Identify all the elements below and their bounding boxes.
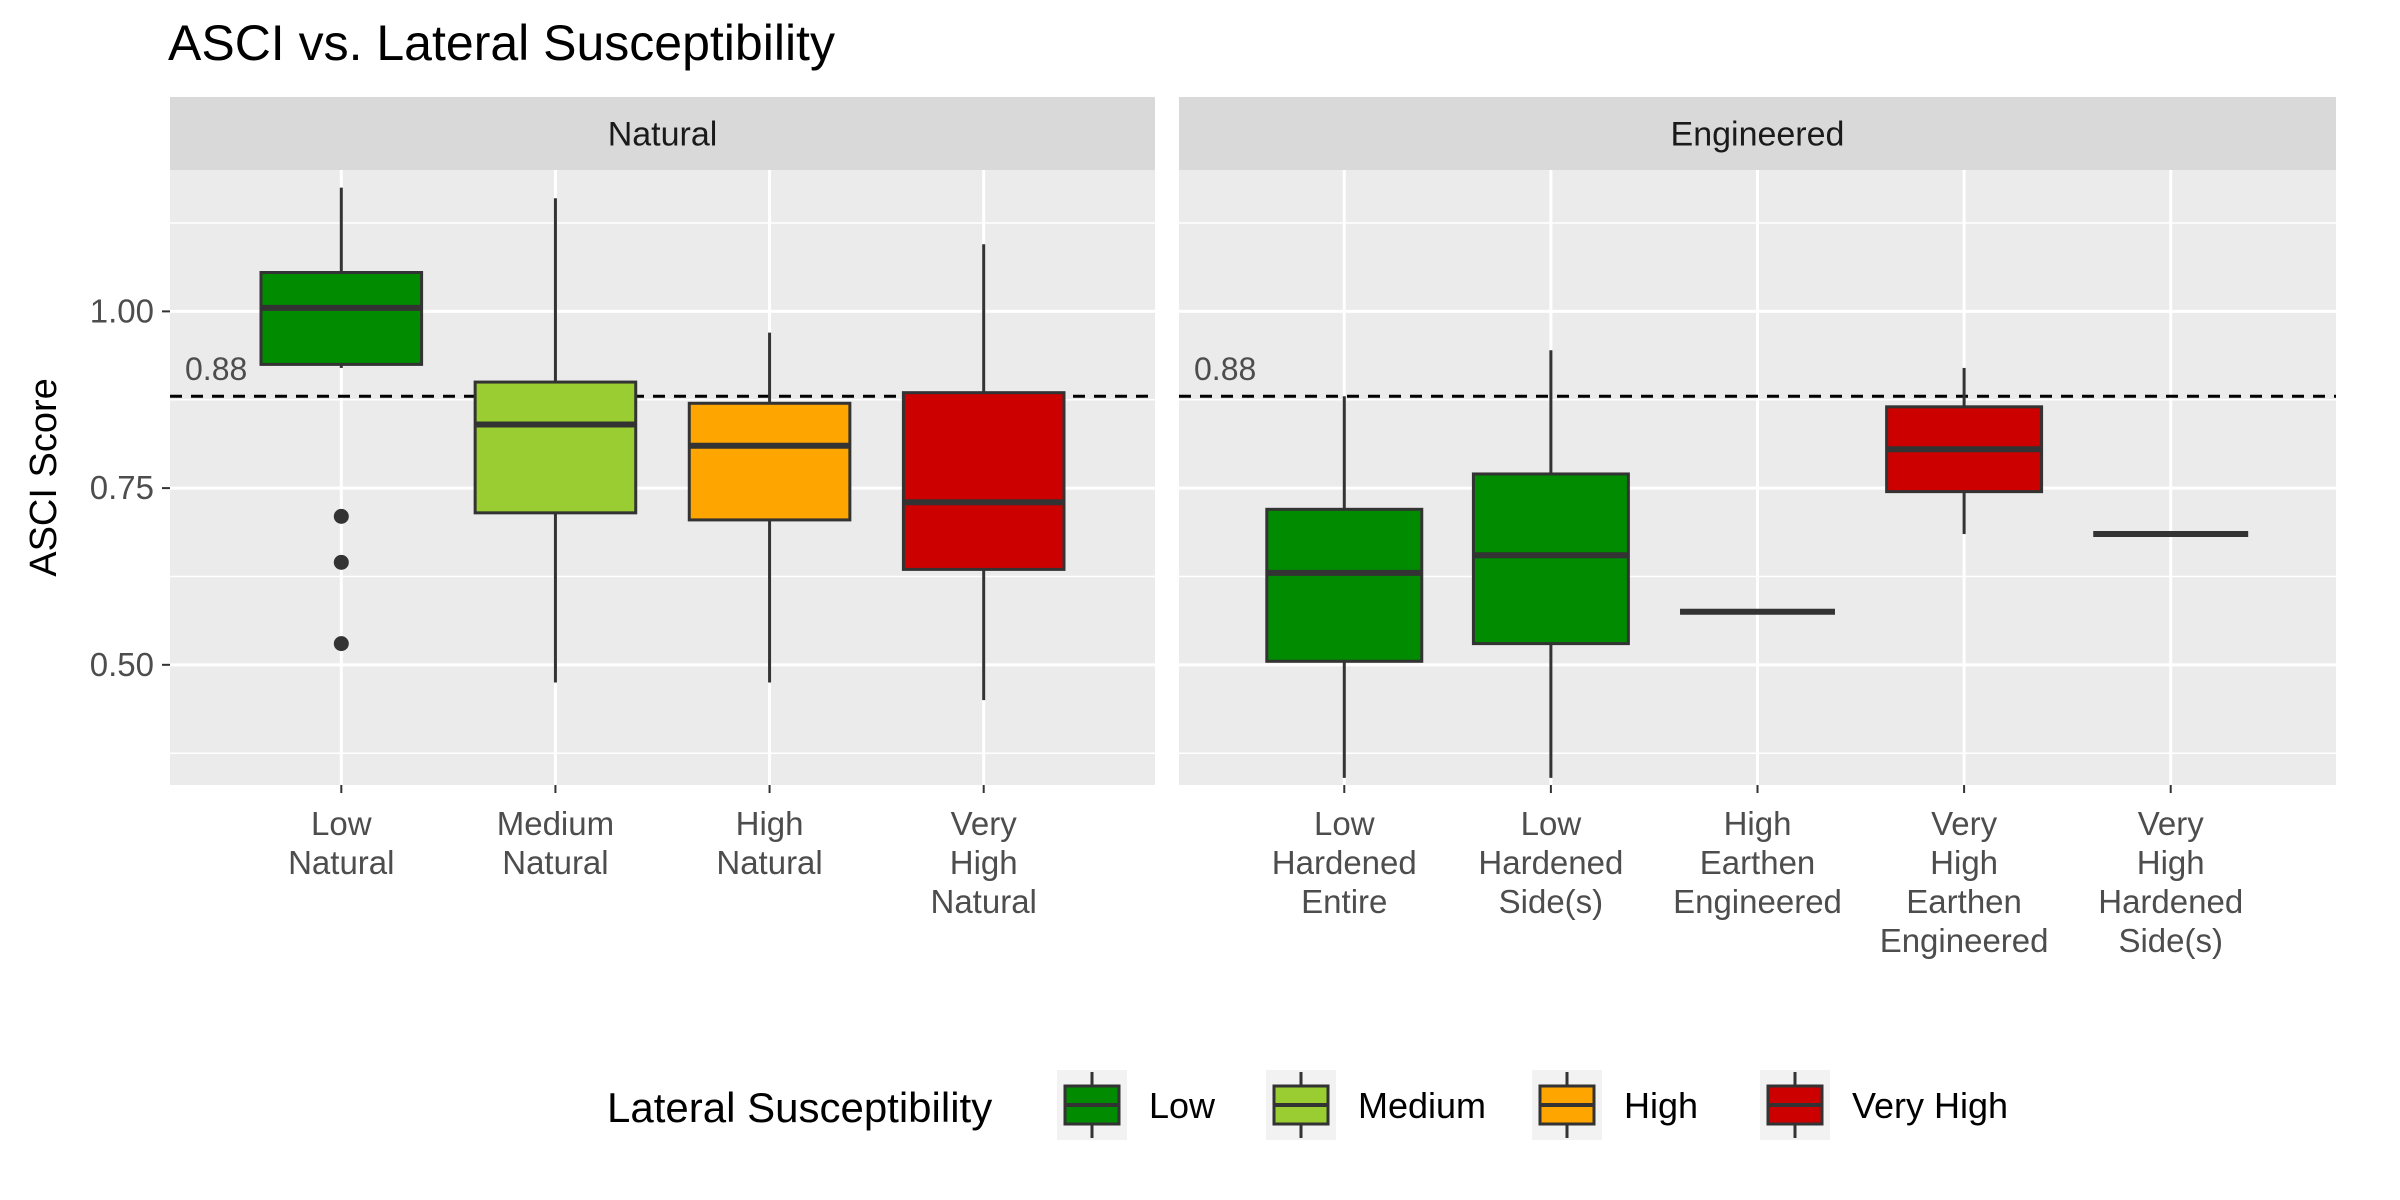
legend-item-low: Low [1057,1070,1216,1140]
x-tick-label-line: Hardened [1478,844,1623,881]
legend-label: Low [1149,1085,1216,1126]
x-tick-label: High Earthen Engineered [1673,805,1842,920]
box-body [1471,472,1630,646]
x-tick-label-line: Side(s) [1499,883,1604,920]
x-tick-label-line: Side(s) [2118,922,2223,959]
reference-line-label: 0.88 [185,351,247,387]
y-tick-label: 0.75 [90,469,154,506]
y-tick-label: 1.00 [90,292,154,329]
x-tick-label-line: Hardened [2098,883,2243,920]
legend-label: High [1624,1085,1698,1126]
x-tick-label-line: Low [1521,805,1582,842]
legend-label: Medium [1358,1085,1486,1126]
x-tick-label-line: Natural [288,844,394,881]
box-low-hardened-sides [1471,350,1630,778]
x-tick-label-line: High [1724,805,1792,842]
x-tick-label: Low Natural [288,805,394,881]
reference-line-label: 0.88 [1194,351,1256,387]
legend-item-high: High [1532,1070,1698,1140]
box-low-natural [259,187,424,652]
x-tick-label-line: High [736,805,804,842]
box-body [259,271,424,366]
x-tick-label: Medium Natural [497,805,614,881]
box-high-natural [687,332,852,683]
x-tick-label-line: Very [2138,805,2205,842]
box-body [473,380,638,515]
box-very-high-earthen-engineered [1885,367,2044,535]
x-tick-label-line: Natural [502,844,608,881]
x-tick-label-line: Very [951,805,1018,842]
legend-title: Lateral Susceptibility [607,1084,992,1131]
x-tick-label: Very High Hardened Side(s) [2098,805,2243,959]
facet-strip [170,97,1155,170]
x-tick-label-line: Hardened [1272,844,1417,881]
legend-item-medium: Medium [1266,1070,1486,1140]
box-low-hardened-entire [1265,396,1424,778]
outlier-point [333,636,349,652]
x-tick-label: High Natural [716,805,822,881]
outlier-point [333,508,349,524]
facet-strip-label: Engineered [1671,116,1845,154]
box-medium-natural [473,198,638,683]
x-tick-label-line: High [1930,844,1998,881]
legend-item-very-high: Very High [1760,1070,2008,1140]
box-very-high-natural [901,244,1066,701]
x-tick-label-line: Low [1314,805,1375,842]
facet-strip [1179,97,2336,170]
x-tick-label-line: Earthen [1906,883,2022,920]
x-tick-label-line: High [2137,844,2205,881]
x-tick-label-line: Low [311,805,372,842]
legend: Lateral Susceptibility Low Medium High Very … [607,1070,2008,1140]
legend-label: Very High [1852,1085,2008,1126]
x-tick-label-line: Engineered [1673,883,1842,920]
x-tick-label-line: Natural [931,883,1037,920]
x-tick-label-line: Engineered [1880,922,2049,959]
x-tick-label-line: High [950,844,1018,881]
outlier-point [333,554,349,570]
chart-title: ASCI vs. Lateral Susceptibility [168,15,835,71]
x-tick-label: Very High Natural [931,805,1037,920]
x-tick-label-line: Earthen [1700,844,1816,881]
x-tick-label: Very High Earthen Engineered [1880,805,2049,959]
x-tick-label: Low Hardened Entire [1272,805,1417,920]
y-tick-label: 0.50 [90,646,154,683]
x-tick-label-line: Medium [497,805,614,842]
box-body [1265,507,1424,663]
x-tick-label-line: Natural [716,844,822,881]
x-tick-label-line: Very [1931,805,1998,842]
facet-strip-label: Natural [608,116,718,154]
box-body [687,401,852,522]
x-tick-label: Low Hardened Side(s) [1478,805,1623,920]
y-axis-label: ASCI Score [23,378,65,577]
box-body [901,391,1066,571]
x-tick-label-line: Entire [1301,883,1387,920]
